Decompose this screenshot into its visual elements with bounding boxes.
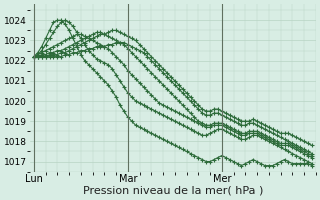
X-axis label: Pression niveau de la mer( hPa ): Pression niveau de la mer( hPa ) — [83, 186, 263, 196]
